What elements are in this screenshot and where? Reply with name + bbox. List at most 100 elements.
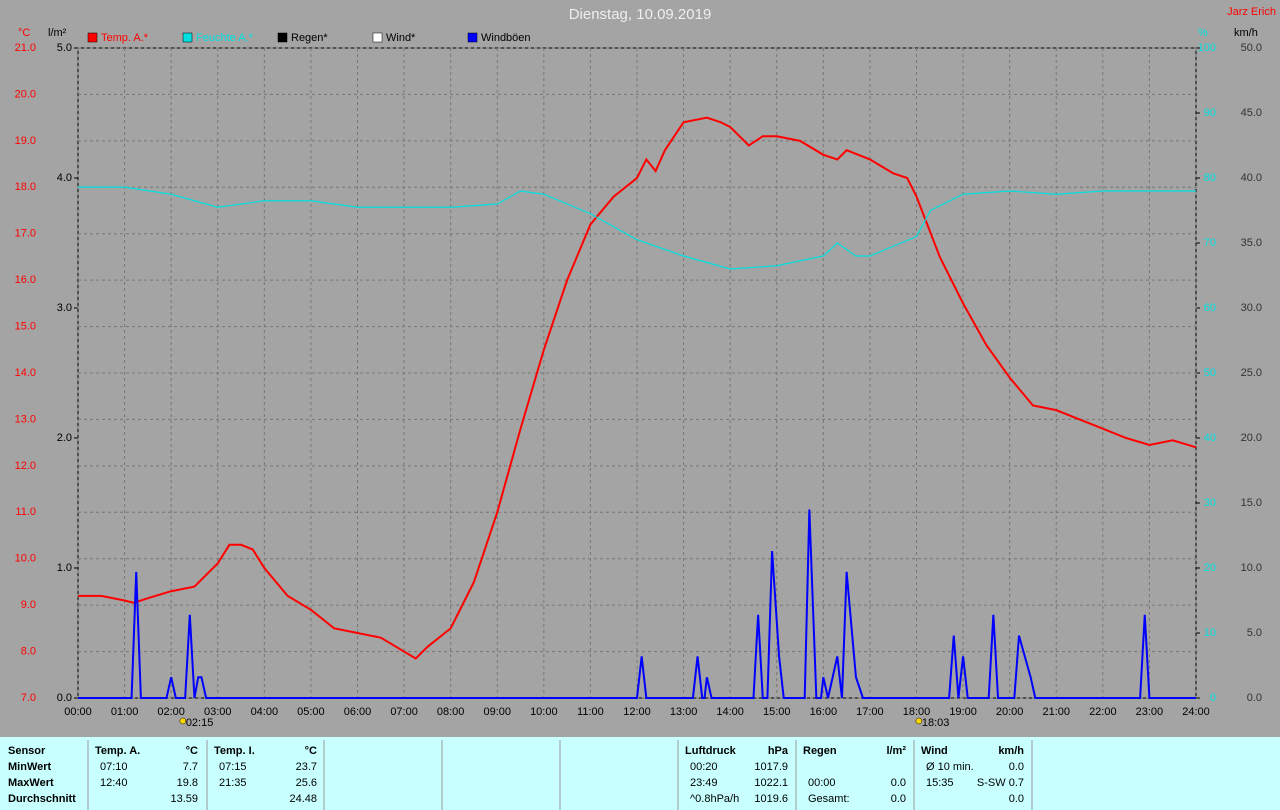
y-tick-label: 16.0 bbox=[15, 274, 36, 286]
table-cell: 0.0 bbox=[1009, 761, 1024, 773]
y-tick-label: 8.0 bbox=[21, 645, 36, 657]
x-tick-label: 07:00 bbox=[390, 706, 418, 718]
y3-tick-label: 4.0 bbox=[57, 172, 72, 184]
y2-tick-label: 50 bbox=[1204, 367, 1216, 379]
legend-swatch bbox=[467, 32, 478, 43]
legend-label: Regen* bbox=[291, 32, 328, 44]
table-header: °C bbox=[305, 745, 317, 757]
y-tick-label: 20.0 bbox=[15, 88, 36, 100]
table-cell: 24.48 bbox=[289, 793, 317, 805]
x-tick-label: 21:00 bbox=[1042, 706, 1070, 718]
x-tick-label: 16:00 bbox=[810, 706, 838, 718]
y4-tick-label: 35.0 bbox=[1241, 237, 1262, 249]
y-tick-label: 18.0 bbox=[15, 181, 36, 193]
y-tick-label: 13.0 bbox=[15, 413, 36, 425]
y4-tick-label: 0.0 bbox=[1247, 692, 1262, 704]
legend-swatch bbox=[182, 32, 193, 43]
x-tick-label: 20:00 bbox=[996, 706, 1024, 718]
table-cell: 1017.9 bbox=[754, 761, 788, 773]
author: Jarz Erich bbox=[1227, 6, 1276, 18]
y-tick-label: 17.0 bbox=[15, 228, 36, 240]
legend-swatch bbox=[277, 32, 288, 43]
table-cell: 13.59 bbox=[170, 793, 198, 805]
x-tick-label: 10:00 bbox=[530, 706, 558, 718]
x-tick-label: 18:00 bbox=[903, 706, 931, 718]
legend-label: Wind* bbox=[386, 32, 416, 44]
x-tick-label: 08:00 bbox=[437, 706, 465, 718]
y4-tick-label: 5.0 bbox=[1247, 627, 1262, 639]
x-tick-label: 24:00 bbox=[1182, 706, 1210, 718]
y3-tick-label: 1.0 bbox=[57, 562, 72, 574]
table-header: Temp. A. bbox=[95, 745, 140, 757]
y4-unit: km/h bbox=[1234, 27, 1258, 39]
table-header: Luftdruck bbox=[685, 745, 737, 757]
legend-label: Feuchte A.* bbox=[196, 32, 254, 44]
y4-tick-label: 50.0 bbox=[1241, 42, 1262, 54]
series-line bbox=[78, 116, 1197, 660]
x-tick-label: 06:00 bbox=[344, 706, 372, 718]
y2-tick-label: 70 bbox=[1204, 237, 1216, 249]
x-tick-label: 03:00 bbox=[204, 706, 232, 718]
table-cell: 00:00 bbox=[808, 777, 836, 789]
x-tick-label: 14:00 bbox=[716, 706, 744, 718]
table-cell: 0.0 bbox=[891, 793, 906, 805]
y2-tick-label: 0 bbox=[1210, 692, 1216, 704]
y-tick-label: 10.0 bbox=[15, 553, 36, 565]
table-cell: 1022.1 bbox=[754, 777, 788, 789]
table-cell: 00:20 bbox=[690, 761, 718, 773]
chart-title: Dienstag, 10.09.2019 bbox=[569, 6, 712, 23]
table-header: Regen bbox=[803, 745, 837, 757]
y4-tick-label: 20.0 bbox=[1241, 432, 1262, 444]
table-header: km/h bbox=[998, 745, 1024, 757]
table-cell: 0.0 bbox=[1009, 793, 1024, 805]
y-tick-label: 21.0 bbox=[15, 42, 36, 54]
table-cell: Ø 10 min. bbox=[926, 761, 974, 773]
table-cell: 25.6 bbox=[296, 777, 317, 789]
row-label: MinWert bbox=[8, 761, 52, 773]
table-cell: 0.0 bbox=[891, 777, 906, 789]
table-cell: 07:10 bbox=[100, 761, 128, 773]
legend-label: Windböen bbox=[481, 32, 531, 44]
x-tick-label: 01:00 bbox=[111, 706, 139, 718]
table-cell: Gesamt: bbox=[808, 793, 850, 805]
x-tick-label: 04:00 bbox=[251, 706, 279, 718]
y2-tick-label: 80 bbox=[1204, 172, 1216, 184]
y-tick-label: 7.0 bbox=[21, 692, 36, 704]
y3-tick-label: 2.0 bbox=[57, 432, 72, 444]
y-tick-label: 12.0 bbox=[15, 460, 36, 472]
table-background bbox=[0, 737, 1280, 810]
table-header: Wind bbox=[921, 745, 948, 757]
x-tick-label: 23:00 bbox=[1136, 706, 1164, 718]
y2-tick-label: 90 bbox=[1204, 107, 1216, 119]
legend-label: Temp. A.* bbox=[101, 32, 149, 44]
row-label: MaxWert bbox=[8, 777, 54, 789]
x-tick-label: 19:00 bbox=[949, 706, 977, 718]
y3-unit: l/m² bbox=[48, 27, 67, 39]
table-cell: S-SW 0.7 bbox=[977, 777, 1024, 789]
x-tick-label: 02:00 bbox=[157, 706, 185, 718]
x-tick-label: 15:00 bbox=[763, 706, 791, 718]
series-line bbox=[78, 509, 1196, 699]
y3-tick-label: 3.0 bbox=[57, 302, 72, 314]
marker-label: 18:03 bbox=[922, 717, 950, 729]
x-tick-label: 13:00 bbox=[670, 706, 698, 718]
table-header: hPa bbox=[768, 745, 789, 757]
y4-tick-label: 40.0 bbox=[1241, 172, 1262, 184]
y-tick-label: 11.0 bbox=[15, 506, 36, 518]
legend-swatch bbox=[87, 32, 98, 43]
y2-tick-label: 30 bbox=[1204, 497, 1216, 509]
y2-tick-label: 40 bbox=[1204, 432, 1216, 444]
table-cell: 23.7 bbox=[296, 761, 317, 773]
x-tick-label: 09:00 bbox=[483, 706, 511, 718]
y4-tick-label: 10.0 bbox=[1241, 562, 1262, 574]
legend-swatch bbox=[372, 32, 383, 43]
table-header: °C bbox=[186, 745, 198, 757]
table-cell: 12:40 bbox=[100, 777, 128, 789]
table-cell: 1019.6 bbox=[754, 793, 788, 805]
y2-unit: % bbox=[1198, 27, 1208, 39]
y2-tick-label: 60 bbox=[1204, 302, 1216, 314]
y3-tick-label: 5.0 bbox=[57, 42, 72, 54]
table-cell: 21:35 bbox=[219, 777, 247, 789]
y-unit: °C bbox=[18, 27, 30, 39]
